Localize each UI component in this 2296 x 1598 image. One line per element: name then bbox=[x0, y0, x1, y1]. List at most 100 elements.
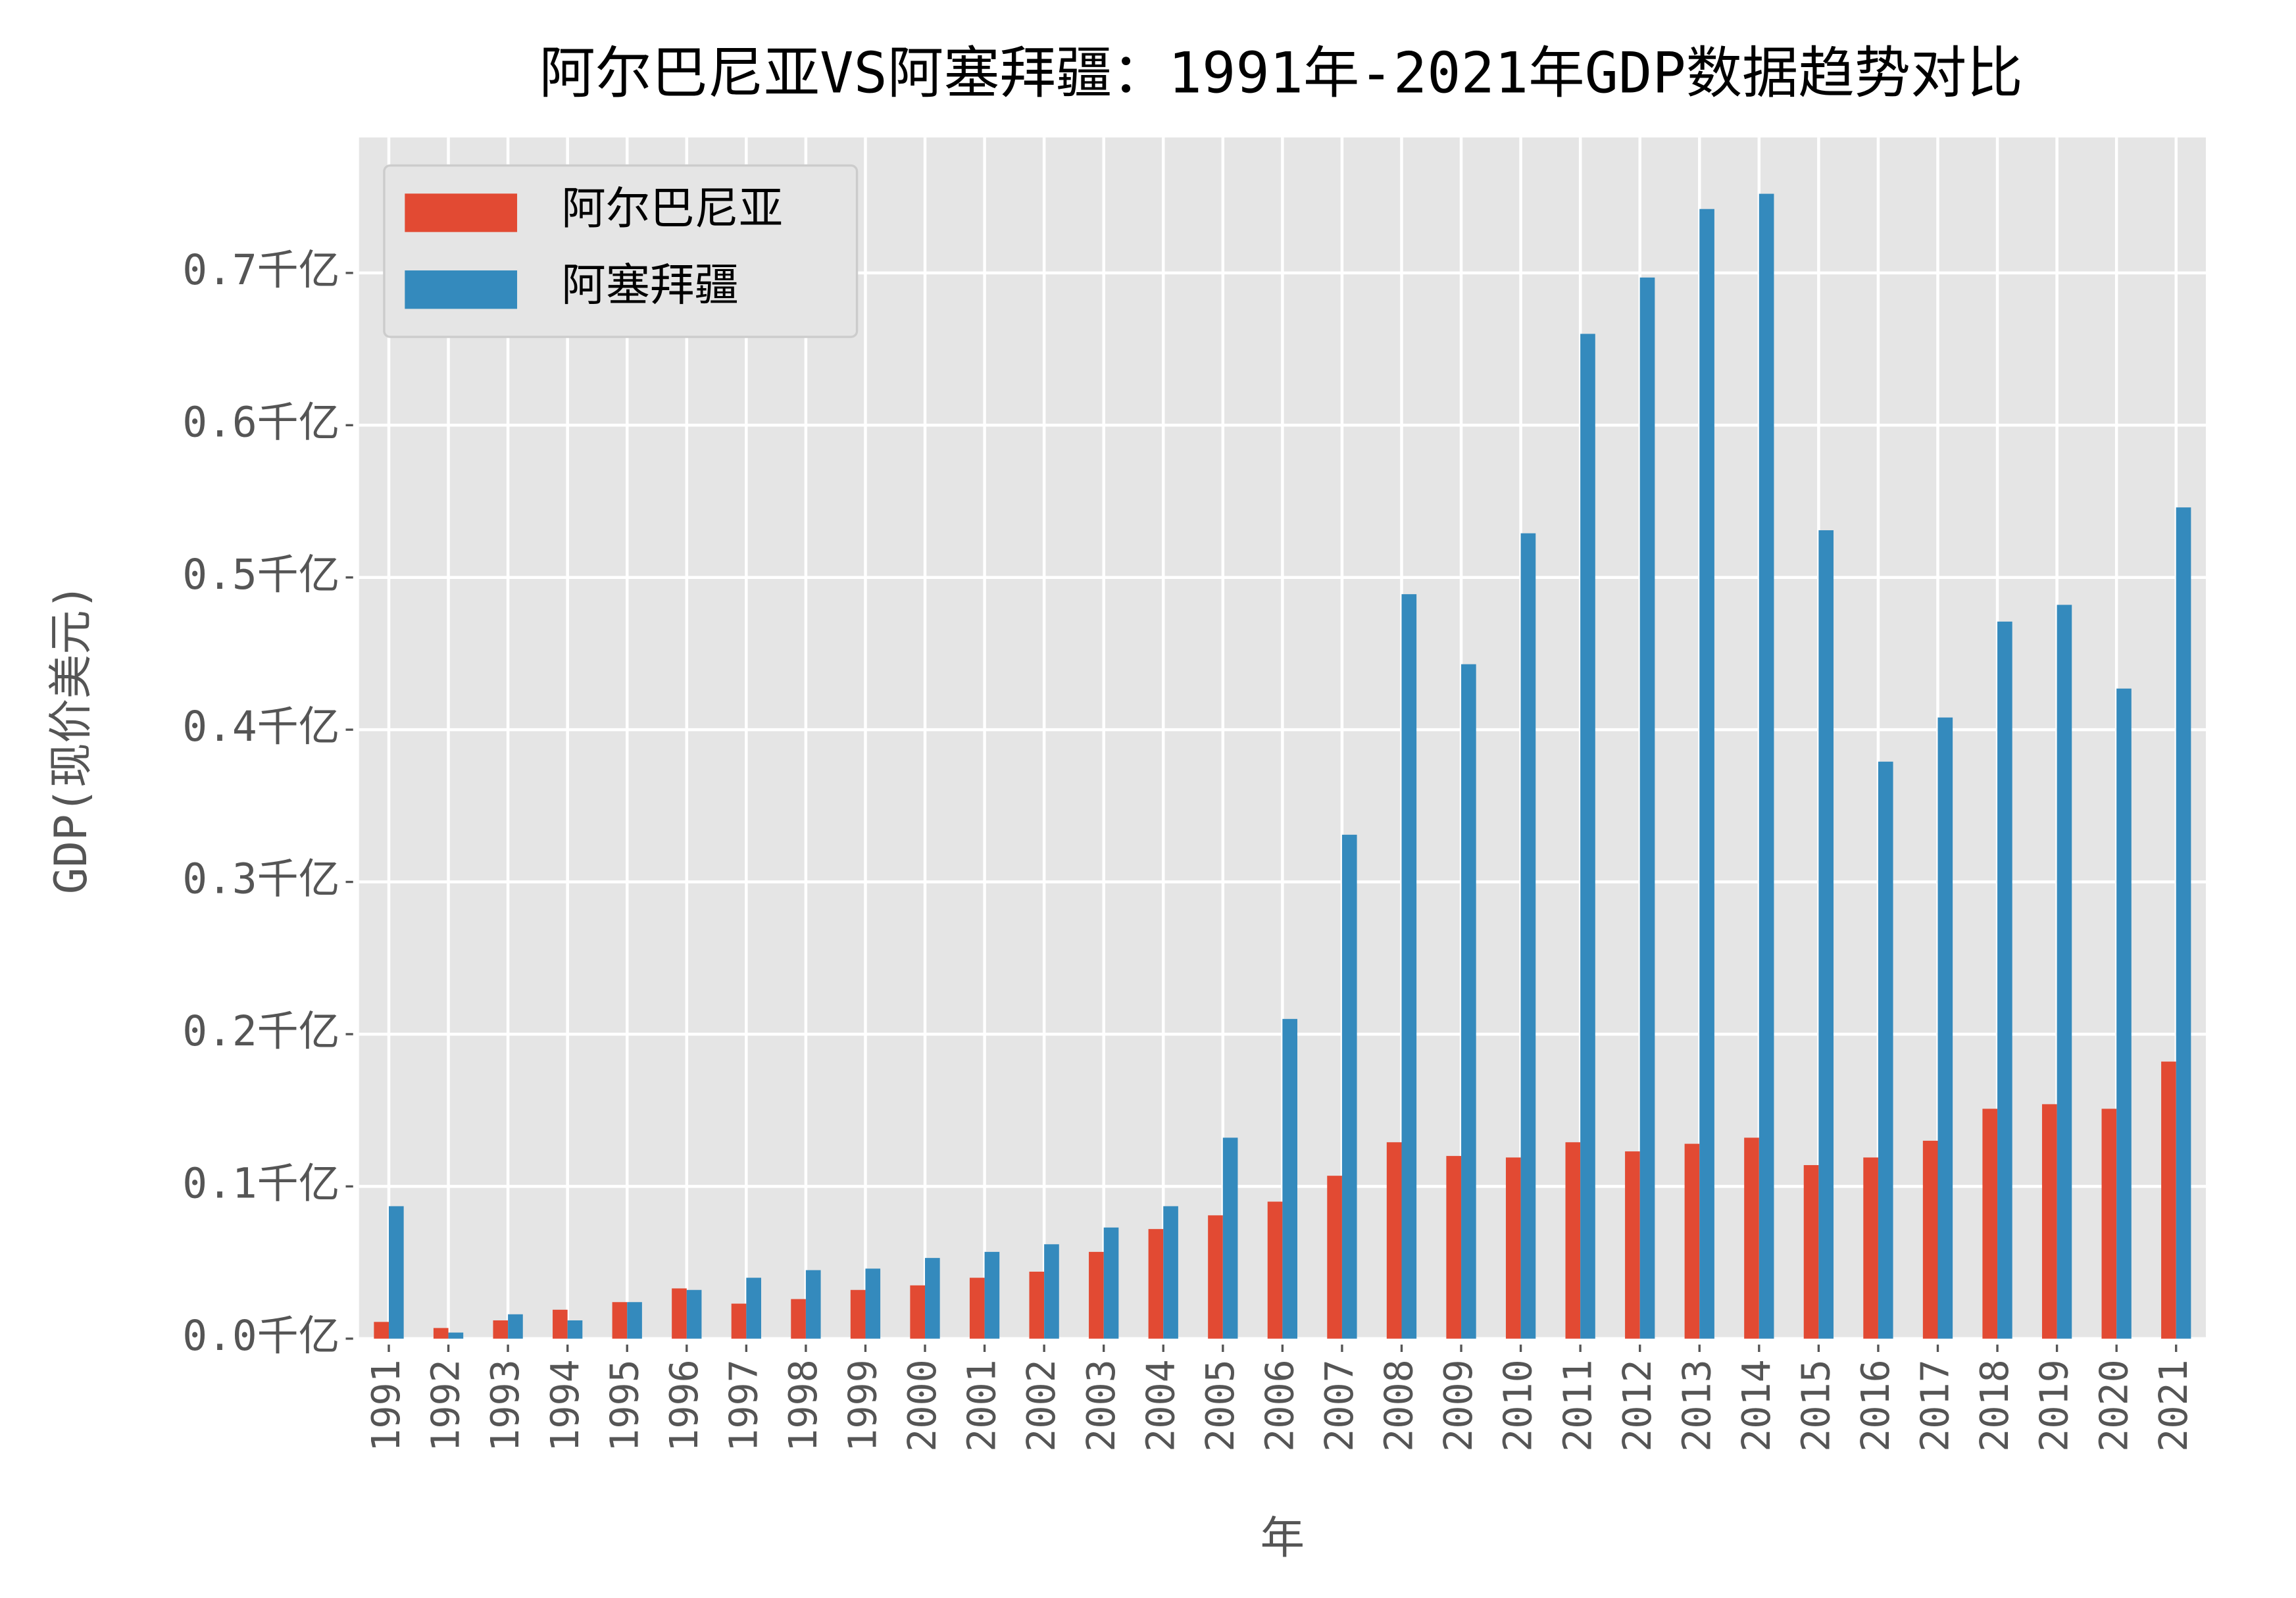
bar bbox=[1208, 1215, 1223, 1339]
x-tick-label: 2005 bbox=[1198, 1359, 1243, 1452]
bar bbox=[1163, 1206, 1178, 1339]
bar bbox=[1461, 664, 1476, 1339]
x-tick-label: 2006 bbox=[1257, 1359, 1302, 1452]
bar bbox=[850, 1289, 866, 1339]
bar bbox=[1505, 1157, 1521, 1339]
bar bbox=[1982, 1109, 1998, 1339]
bar bbox=[508, 1314, 523, 1339]
bar bbox=[1565, 1142, 1581, 1339]
y-tick-label: 0.6千亿 bbox=[182, 398, 339, 446]
y-axis-label: GDP(现价美元) bbox=[45, 584, 97, 894]
bar bbox=[1744, 1137, 1759, 1339]
x-tick-label: 2011 bbox=[1555, 1359, 1600, 1452]
bar bbox=[805, 1270, 821, 1339]
x-tick-label: 2021 bbox=[2151, 1359, 2196, 1452]
x-tick-label: 2000 bbox=[900, 1359, 945, 1452]
bar bbox=[2116, 688, 2132, 1339]
y-tick-label: 0.4千亿 bbox=[182, 703, 339, 751]
legend-swatch bbox=[405, 270, 518, 309]
x-tick-label: 1997 bbox=[721, 1359, 766, 1452]
x-tick-label: 2001 bbox=[960, 1359, 1005, 1452]
x-tick-label: 2004 bbox=[1138, 1359, 1183, 1452]
x-tick-label: 1999 bbox=[841, 1359, 886, 1452]
bar bbox=[2161, 1061, 2176, 1339]
bar bbox=[865, 1268, 881, 1339]
bar bbox=[984, 1251, 1000, 1339]
bar bbox=[1803, 1164, 1819, 1339]
x-tick-label: 2016 bbox=[1853, 1359, 1898, 1452]
x-axis-label: 年 bbox=[1260, 1512, 1305, 1564]
x-tick-label: 2003 bbox=[1079, 1359, 1124, 1452]
y-tick-label: 0.7千亿 bbox=[182, 246, 339, 294]
x-tick-label: 2020 bbox=[2091, 1359, 2136, 1452]
x-tick-label: 1991 bbox=[364, 1359, 409, 1452]
x-tick-label: 2010 bbox=[1496, 1359, 1541, 1452]
bar bbox=[731, 1303, 747, 1339]
bar bbox=[1148, 1229, 1164, 1339]
bar bbox=[2041, 1104, 2057, 1339]
bar bbox=[672, 1288, 687, 1339]
bar bbox=[1699, 209, 1714, 1339]
x-tick-label: 2017 bbox=[1913, 1359, 1958, 1452]
bar bbox=[1222, 1137, 1238, 1339]
bar bbox=[910, 1285, 926, 1339]
y-tick-label: 0.3千亿 bbox=[182, 855, 339, 903]
bar bbox=[374, 1322, 389, 1339]
bar bbox=[1922, 1140, 1938, 1339]
bar bbox=[1684, 1143, 1700, 1339]
x-tick-label: 2014 bbox=[1734, 1359, 1779, 1452]
bar bbox=[969, 1278, 985, 1339]
bar bbox=[1089, 1251, 1104, 1339]
x-tick-label: 1998 bbox=[781, 1359, 826, 1452]
x-tick-label: 2019 bbox=[2032, 1359, 2077, 1452]
chart-title: 阿尔巴尼亚VS阿塞拜疆：1991年-2021年GDP数据趋势对比 bbox=[539, 41, 2023, 106]
bar bbox=[1282, 1018, 1298, 1339]
bar bbox=[791, 1299, 806, 1339]
bar bbox=[627, 1302, 642, 1339]
x-tick-label: 1992 bbox=[424, 1359, 468, 1452]
x-tick-label: 2008 bbox=[1377, 1359, 1422, 1452]
bar bbox=[686, 1289, 702, 1339]
x-tick-label: 1993 bbox=[483, 1359, 528, 1452]
y-tick-label: 0.0千亿 bbox=[182, 1312, 339, 1360]
bar bbox=[746, 1278, 761, 1339]
bar bbox=[1639, 277, 1655, 1339]
x-tick-label: 2018 bbox=[1972, 1359, 2017, 1452]
bar bbox=[2057, 605, 2072, 1339]
bar bbox=[1029, 1271, 1045, 1339]
bar bbox=[433, 1328, 449, 1339]
bar bbox=[1044, 1244, 1059, 1339]
legend-swatch bbox=[405, 193, 518, 232]
y-tick-label: 0.1千亿 bbox=[182, 1159, 339, 1207]
bar bbox=[1818, 530, 1834, 1339]
x-tick-label: 2009 bbox=[1436, 1359, 1481, 1452]
bar bbox=[925, 1258, 940, 1339]
bar bbox=[1937, 717, 1953, 1339]
legend-label: 阿塞拜疆 bbox=[561, 259, 738, 311]
legend-label: 阿尔巴尼亚 bbox=[561, 182, 783, 234]
bar bbox=[2176, 507, 2191, 1339]
bar bbox=[1997, 621, 2012, 1339]
y-tick-label: 0.2千亿 bbox=[182, 1007, 339, 1055]
x-tick-label: 2002 bbox=[1019, 1359, 1064, 1452]
bar bbox=[493, 1320, 509, 1339]
bar bbox=[2101, 1109, 2117, 1339]
bar bbox=[1446, 1156, 1462, 1339]
bar bbox=[553, 1309, 568, 1339]
x-tick-label: 1996 bbox=[662, 1359, 707, 1452]
bar bbox=[567, 1320, 583, 1339]
bar bbox=[1759, 193, 1774, 1339]
bar bbox=[448, 1332, 464, 1339]
bar bbox=[1386, 1142, 1402, 1339]
x-tick-label: 2013 bbox=[1674, 1359, 1719, 1452]
bar bbox=[1878, 761, 1893, 1339]
x-tick-label: 1995 bbox=[602, 1359, 647, 1452]
bar bbox=[1327, 1176, 1342, 1339]
bar bbox=[1267, 1201, 1283, 1339]
x-tick-label: 2015 bbox=[1793, 1359, 1838, 1452]
bar bbox=[1341, 834, 1357, 1339]
x-tick-label: 2012 bbox=[1615, 1359, 1660, 1452]
bar bbox=[1401, 594, 1417, 1339]
bar bbox=[612, 1302, 628, 1339]
